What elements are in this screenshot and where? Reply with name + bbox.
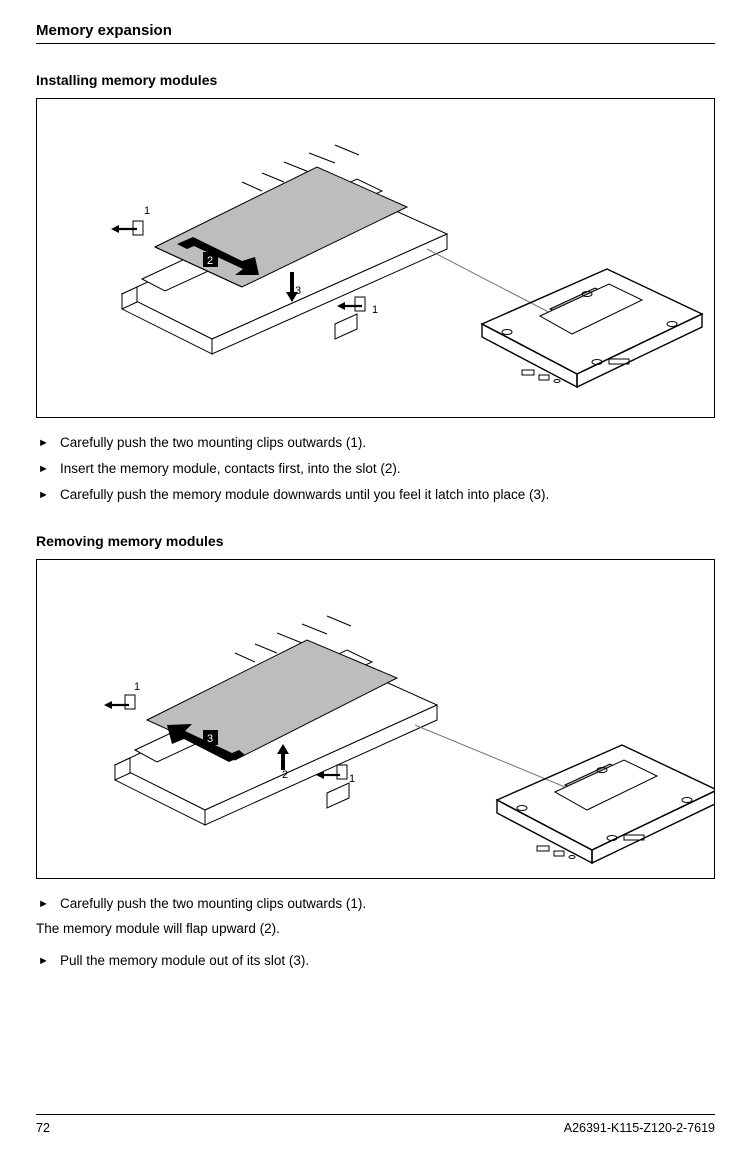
- remove-steps-after: ►Pull the memory module out of its slot …: [36, 952, 715, 970]
- remove-note: The memory module will flap upward (2).: [36, 921, 715, 936]
- figure-remove: 1 3 2 1: [36, 559, 715, 879]
- callout-1b: 1: [372, 304, 378, 316]
- callout-r3-badge: 3: [203, 730, 218, 745]
- page-number: 72: [36, 1121, 50, 1135]
- doc-id: A26391-K115-Z120-2-7619: [564, 1121, 715, 1135]
- laptop-outline: [482, 269, 702, 387]
- step-text: Carefully push the two mounting clips ou…: [60, 895, 366, 913]
- step-text: Pull the memory module out of its slot (…: [60, 952, 309, 970]
- page-footer: 72 A26391-K115-Z120-2-7619: [36, 1114, 715, 1135]
- footer-rule: [36, 1114, 715, 1115]
- remove-steps-before: ►Carefully push the two mounting clips o…: [36, 895, 715, 913]
- diagram-install: 1 2 3 1: [37, 99, 714, 417]
- section-title-install: Installing memory modules: [36, 72, 715, 88]
- step-text: Insert the memory module, contacts first…: [60, 460, 401, 478]
- page-title: Memory expansion: [36, 22, 715, 39]
- triangle-bullet-icon: ►: [38, 434, 60, 451]
- callout-1a: 1: [144, 205, 150, 217]
- step-text: Carefully push the memory module downwar…: [60, 486, 549, 504]
- detail-slot-2: [115, 616, 437, 825]
- step-item: ►Carefully push the two mounting clips o…: [38, 895, 715, 913]
- callout-r1b: 1: [349, 773, 355, 785]
- triangle-bullet-icon: ►: [38, 895, 60, 912]
- callout-r3: 3: [207, 733, 213, 745]
- figure-install: 1 2 3 1: [36, 98, 715, 418]
- laptop-outline-2: [497, 745, 714, 863]
- step-text: Carefully push the two mounting clips ou…: [60, 434, 366, 452]
- callout-2-badge: 2: [203, 252, 218, 267]
- step-item: ►Carefully push the two mounting clips o…: [38, 434, 715, 452]
- leader-line-2: [415, 725, 577, 792]
- callout-r1a: 1: [134, 681, 140, 693]
- step-item: ►Insert the memory module, contacts firs…: [38, 460, 715, 478]
- diagram-remove: 1 3 2 1: [37, 560, 714, 878]
- detail-slot: [122, 145, 447, 354]
- page: Memory expansion Installing memory modul…: [0, 0, 751, 1155]
- install-steps: ►Carefully push the two mounting clips o…: [36, 434, 715, 505]
- header-rule: [36, 43, 715, 44]
- callout-r2: 2: [282, 769, 288, 781]
- triangle-bullet-icon: ►: [38, 460, 60, 477]
- section-title-remove: Removing memory modules: [36, 533, 715, 549]
- step-item: ►Carefully push the memory module downwa…: [38, 486, 715, 504]
- step-item: ►Pull the memory module out of its slot …: [38, 952, 715, 970]
- triangle-bullet-icon: ►: [38, 952, 60, 969]
- callout-2: 2: [207, 255, 213, 267]
- callout-3: 3: [295, 285, 301, 297]
- triangle-bullet-icon: ►: [38, 486, 60, 503]
- leader-line: [427, 249, 562, 319]
